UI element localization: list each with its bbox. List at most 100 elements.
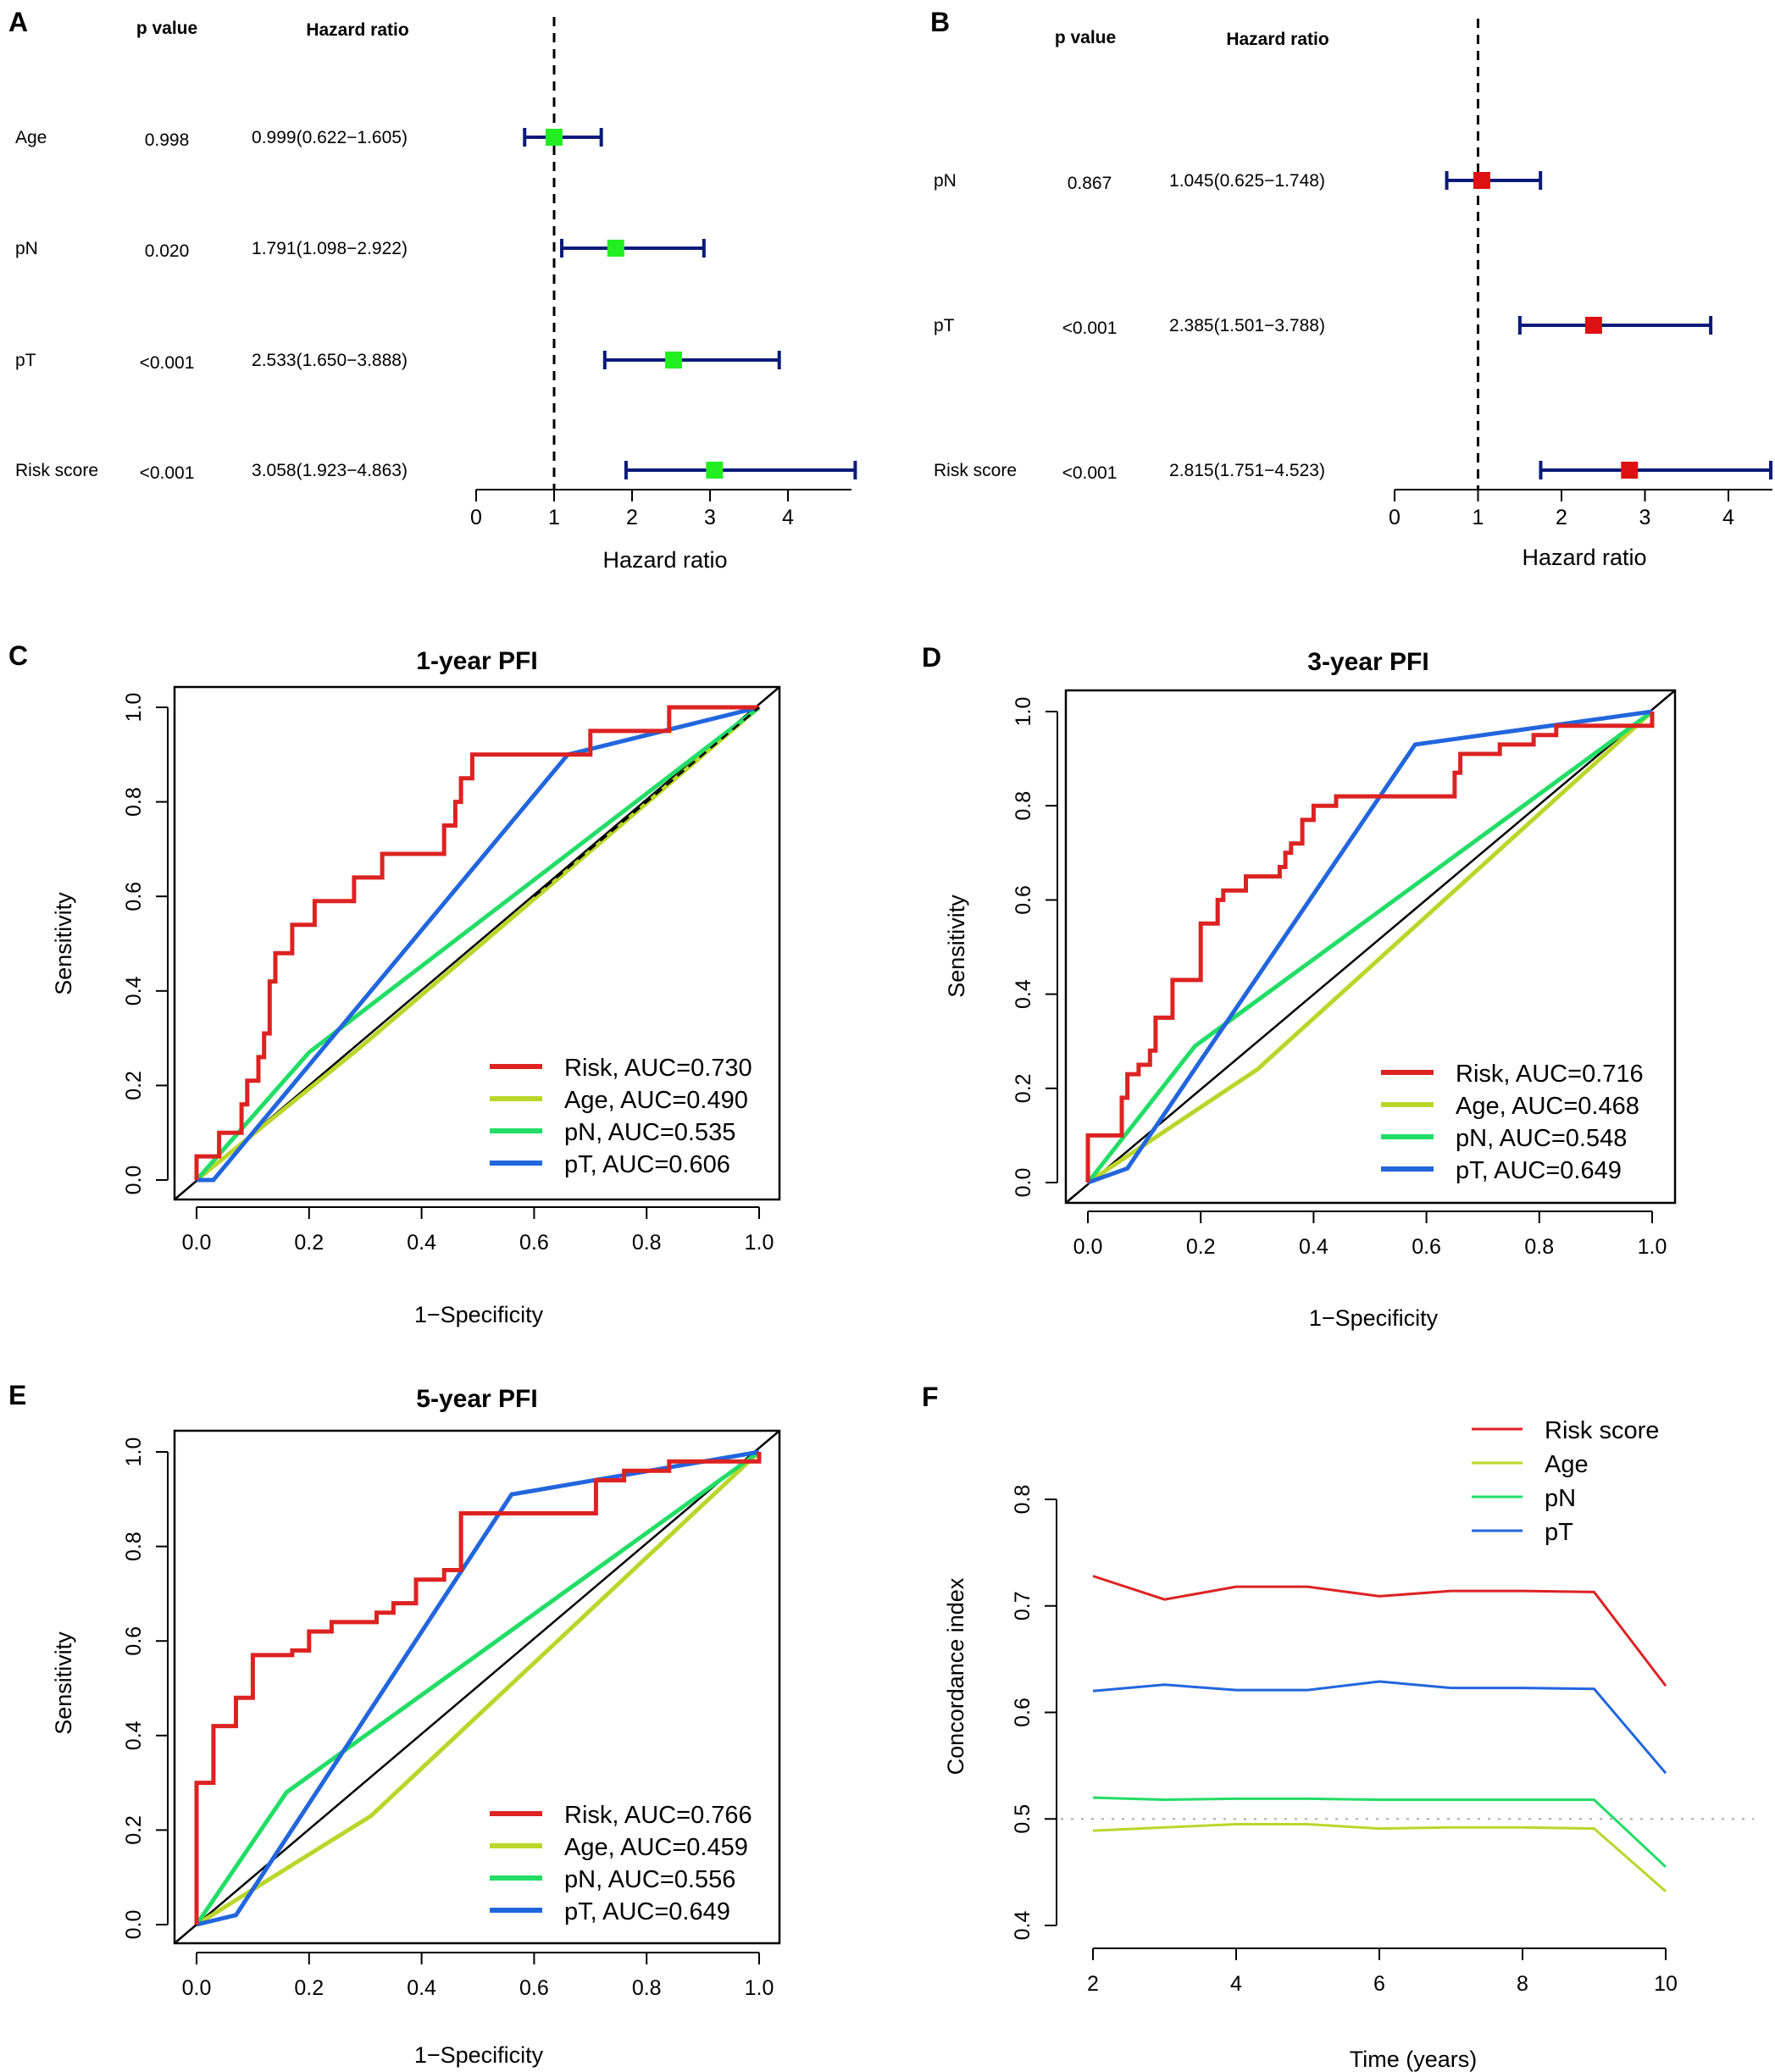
pe-series-line-2 xyxy=(194,1449,761,1926)
pd-ytick-label-4: 0.8 xyxy=(1012,791,1035,821)
panel-b-xlabel: Hazard ratio xyxy=(1522,545,1646,570)
pb-xtick-label-0: 0 xyxy=(1389,506,1401,529)
pd-ytick-label-0: 0.0 xyxy=(1012,1168,1035,1198)
pb-row-hr-1: 2.385(1.501−3.788) xyxy=(1169,316,1325,335)
pc-xtick-label-4: 0.8 xyxy=(632,1231,662,1255)
pa-hr-marker-1 xyxy=(607,240,624,257)
pe-xtick-label-5: 1.0 xyxy=(745,1976,774,2000)
panel-b-label: B xyxy=(930,7,950,37)
pe-xtick-label-3: 0.6 xyxy=(519,1976,549,2000)
panel-b-pvalue-header: p value xyxy=(1055,28,1116,47)
panel-e: E 5-year PFI 0.0 0.2 0.4 0.6 0.8 1.0 0.0 0.2 0.4… xyxy=(8,1380,781,2068)
pc-ytick-label-2: 0.4 xyxy=(122,976,146,1006)
pc-xtick-label-5: 1.0 xyxy=(745,1231,774,1255)
pd-legend-label-3: pT, AUC=0.649 xyxy=(1456,1157,1622,1184)
pa-xtick-label-1: 1 xyxy=(548,506,560,529)
panel-c-title: 1-year PFI xyxy=(416,647,537,675)
pe-series-line-3 xyxy=(196,1449,760,1927)
pf-ytick-label-4: 0.8 xyxy=(1011,1485,1034,1515)
panel-a-xlabel: Hazard ratio xyxy=(602,547,727,573)
pc-plot-frame xyxy=(173,685,781,1201)
panel-f: F 2 4 6 8 10 0.4 0.5 0.6 0.7 0.8 Risk score Age pN pT… xyxy=(922,1382,1754,2072)
pa-row-pvalue-3: <0.001 xyxy=(140,463,195,483)
pd-xtick-label-2: 0.4 xyxy=(1299,1235,1328,1259)
pb-row-name-2: Risk score xyxy=(934,461,1017,480)
pc-series-line-2 xyxy=(195,706,761,1182)
pe-plot-frame xyxy=(173,1429,781,1945)
pa-row-name-1: pN xyxy=(15,239,38,258)
panel-c-label: C xyxy=(8,640,28,671)
pb-row-hr-2: 2.815(1.751−4.523) xyxy=(1169,461,1325,480)
pb-xtick-label-1: 1 xyxy=(1473,506,1484,529)
pd-ytick-label-2: 0.4 xyxy=(1012,979,1035,1009)
pa-row-pvalue-1: 0.020 xyxy=(145,241,190,261)
pc-xtick-label-2: 0.4 xyxy=(407,1231,436,1255)
pd-xtick-label-1: 0.2 xyxy=(1186,1235,1216,1259)
pc-ytick-label-0: 0.0 xyxy=(122,1166,146,1195)
pe-ytick-label-0: 0.0 xyxy=(122,1910,146,1940)
pb-row-name-0: pN xyxy=(934,171,957,191)
pc-xtick-label-1: 0.2 xyxy=(294,1231,324,1255)
pa-xtick-label-2: 2 xyxy=(626,506,638,529)
pa-row-name-3: Risk score xyxy=(15,461,98,480)
pf-ytick-label-2: 0.6 xyxy=(1011,1698,1034,1727)
pf-ytick-label-0: 0.4 xyxy=(1011,1911,1034,1941)
pe-ytick-label-2: 0.4 xyxy=(122,1720,146,1750)
pd-xtick-label-3: 0.6 xyxy=(1412,1235,1441,1259)
panel-d-xlabel: 1−Specificity xyxy=(1309,1305,1439,1331)
pa-hr-marker-0 xyxy=(545,129,563,146)
pd-legend-label-0: Risk, AUC=0.716 xyxy=(1456,1061,1644,1088)
panel-a-label: A xyxy=(8,7,28,37)
pa-xtick-label-0: 0 xyxy=(470,506,482,529)
pb-xtick-label-4: 4 xyxy=(1722,506,1734,529)
panel-d-ylabel: Sensitivity xyxy=(944,895,969,998)
pc-ytick-label-3: 0.6 xyxy=(122,882,146,911)
pa-row-hr-3: 3.058(1.923−4.863) xyxy=(252,461,408,480)
pa-row-hr-1: 1.791(1.098−2.922) xyxy=(252,239,408,258)
pf-ytick-label-1: 0.5 xyxy=(1011,1804,1034,1834)
pd-diagonal-line xyxy=(1065,690,1676,1204)
pc-xtick-label-0: 0.0 xyxy=(182,1231,212,1255)
pa-xtick-label-4: 4 xyxy=(782,506,794,529)
pe-ytick-label-3: 0.6 xyxy=(122,1626,146,1656)
panel-a: A p value Hazard ratio 0 1 2 3 4 Age 0.998 0.99… xyxy=(8,7,857,573)
pc-series-line-0 xyxy=(194,705,759,1180)
panel-e-ylabel: Sensitivity xyxy=(51,1632,76,1735)
panel-f-label: F xyxy=(922,1382,939,1412)
panel-e-title: 5-year PFI xyxy=(416,1385,537,1413)
pd-ytick-label-1: 0.2 xyxy=(1012,1073,1035,1103)
pe-xtick-label-4: 0.8 xyxy=(632,1976,662,2000)
panel-a-hr-header: Hazard ratio xyxy=(306,20,408,40)
pf-series-line-3 xyxy=(1092,1680,1667,1775)
pc-legend-label-0: Risk, AUC=0.730 xyxy=(564,1055,752,1082)
pa-row-name-0: Age xyxy=(15,128,47,147)
pe-ytick-label-1: 0.2 xyxy=(122,1815,146,1845)
panel-f-xlabel: Time (years) xyxy=(1350,2047,1478,2072)
panel-e-xlabel: 1−Specificity xyxy=(414,2042,544,2068)
pb-xtick-label-2: 2 xyxy=(1556,506,1567,529)
pa-hr-marker-3 xyxy=(706,462,724,479)
pa-row-hr-0: 0.999(0.622−1.605) xyxy=(252,128,408,147)
panel-d: D 3-year PFI 0.0 0.2 0.4 0.6 0.8 1.0 0.0 0.2 0.4… xyxy=(922,642,1677,1331)
pb-hr-marker-2 xyxy=(1621,462,1639,479)
panel-d-title: 3-year PFI xyxy=(1307,648,1428,676)
pc-ytick-label-5: 1.0 xyxy=(122,693,146,723)
pc-diagonal-dash xyxy=(533,706,760,898)
pb-row-pvalue-2: <0.001 xyxy=(1062,463,1118,483)
pa-row-name-2: pT xyxy=(15,351,36,370)
panel-a-pvalue-header: p value xyxy=(136,19,197,38)
pf-legend-label-1: Age xyxy=(1545,1451,1589,1478)
pb-hr-marker-0 xyxy=(1473,172,1490,189)
pb-row-pvalue-1: <0.001 xyxy=(1062,319,1118,338)
pa-hr-marker-2 xyxy=(665,352,683,368)
pf-xtick-label-4: 10 xyxy=(1654,1972,1678,1996)
pe-legend-label-3: pT, AUC=0.649 xyxy=(564,1898,730,1925)
panel-c-xlabel: 1−Specificity xyxy=(414,1302,544,1327)
pe-legend-label-0: Risk, AUC=0.766 xyxy=(564,1802,752,1829)
pe-xtick-label-1: 0.2 xyxy=(294,1976,324,2000)
pa-xtick-label-3: 3 xyxy=(704,506,716,529)
pd-plot-frame xyxy=(1064,689,1677,1205)
pc-legend-label-1: Age, AUC=0.490 xyxy=(564,1087,748,1114)
pf-ytick-label-3: 0.7 xyxy=(1011,1591,1034,1620)
